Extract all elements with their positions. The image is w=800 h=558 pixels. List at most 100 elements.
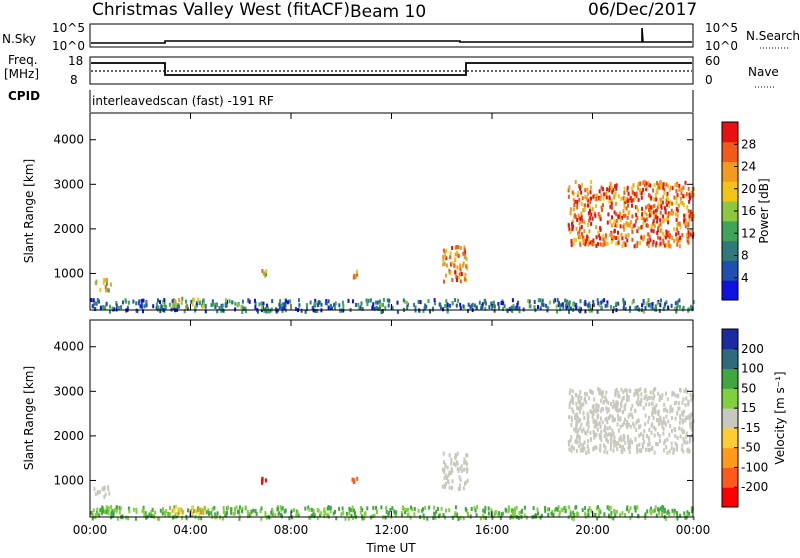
cell	[381, 309, 384, 314]
cell	[262, 271, 265, 276]
cell	[631, 440, 634, 445]
cell	[194, 305, 197, 310]
velocity-ylabel: Slant Range [km]	[22, 366, 36, 470]
cell	[312, 509, 315, 513]
cell	[626, 505, 629, 510]
cell	[589, 437, 592, 442]
cell	[589, 199, 592, 204]
cell	[152, 304, 155, 309]
cell	[608, 185, 611, 190]
cell	[648, 427, 651, 432]
cell	[599, 416, 602, 421]
cell	[456, 467, 459, 471]
cell	[632, 190, 634, 195]
cell	[323, 507, 326, 512]
cell	[541, 298, 544, 303]
cell	[628, 308, 631, 313]
cell	[665, 182, 668, 187]
cell	[625, 221, 628, 225]
cell	[647, 232, 650, 237]
cell	[652, 396, 655, 401]
cell	[587, 424, 590, 429]
cell	[588, 205, 591, 209]
cell	[659, 218, 662, 223]
nsky-strip: N.Sky 10^5 10^0 10^5 10^0 N.Search	[2, 21, 800, 53]
cell	[656, 205, 659, 210]
cell	[691, 509, 693, 514]
cell	[606, 187, 609, 192]
cell	[657, 228, 660, 233]
cell	[285, 299, 287, 304]
cell	[648, 396, 651, 400]
cell	[645, 402, 647, 407]
cell	[592, 512, 595, 517]
cell	[556, 298, 559, 303]
cell	[678, 183, 681, 188]
cell	[660, 182, 663, 187]
cell	[617, 240, 620, 245]
cell	[132, 299, 135, 304]
cell	[575, 422, 578, 427]
cell	[94, 512, 97, 517]
cell	[265, 272, 268, 277]
cell	[96, 512, 99, 517]
cell	[225, 303, 228, 308]
cell	[604, 417, 607, 422]
cell	[662, 238, 665, 243]
colorbar-segment	[722, 240, 738, 261]
cell	[98, 299, 100, 304]
feature-3	[261, 476, 267, 485]
cell	[658, 420, 661, 425]
cell	[601, 242, 604, 247]
cell	[595, 445, 598, 450]
cell	[687, 240, 690, 245]
cell	[127, 300, 130, 305]
cell	[178, 507, 181, 512]
cell	[587, 241, 590, 246]
cell	[478, 300, 481, 305]
cell	[619, 401, 622, 406]
colorbar-segment	[722, 141, 738, 163]
cell	[171, 304, 174, 309]
cell	[178, 509, 181, 514]
cell	[573, 237, 576, 242]
cell	[201, 299, 204, 304]
cell	[620, 387, 623, 392]
cell	[652, 416, 655, 421]
cell	[95, 301, 98, 306]
cell	[650, 224, 653, 229]
cell	[600, 205, 603, 210]
cell	[657, 185, 659, 190]
nave-tick-bottom: 0	[705, 73, 713, 87]
cell	[222, 506, 225, 510]
cell	[183, 309, 186, 314]
cell	[449, 255, 452, 260]
cell	[670, 185, 672, 190]
cell	[458, 475, 461, 480]
colorbar-segment	[722, 201, 738, 222]
cell	[669, 407, 672, 412]
cell	[405, 508, 408, 513]
cell	[682, 436, 685, 441]
cell	[634, 408, 637, 413]
cell	[679, 416, 682, 421]
cell	[174, 504, 177, 509]
cell	[595, 243, 598, 248]
cell	[204, 303, 207, 308]
cell	[627, 233, 630, 238]
cell	[593, 446, 596, 451]
cell	[454, 511, 457, 516]
cell	[523, 513, 526, 518]
cell	[616, 223, 619, 228]
cell	[612, 187, 615, 192]
cell	[622, 213, 625, 218]
xtick-label: 08:00	[274, 523, 309, 537]
cell	[645, 223, 648, 228]
cell	[666, 437, 669, 442]
cell	[354, 273, 357, 278]
cell	[663, 304, 666, 309]
cell	[442, 262, 445, 267]
cell	[444, 254, 447, 259]
cell	[101, 510, 103, 515]
cell	[606, 407, 609, 412]
